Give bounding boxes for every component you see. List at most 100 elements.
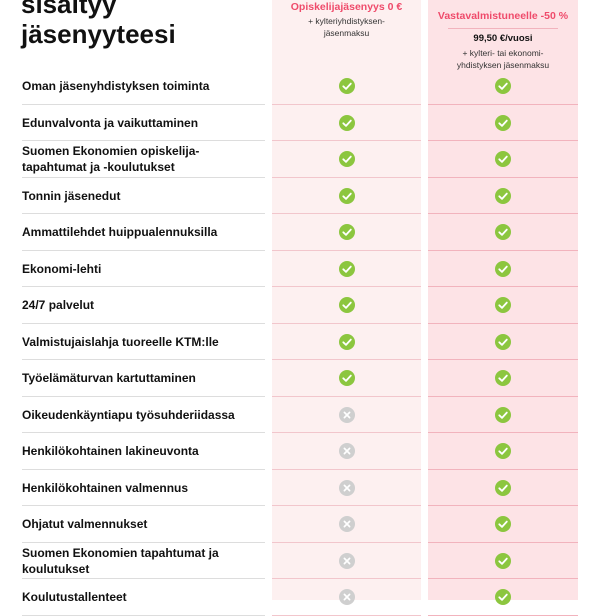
check-icon xyxy=(339,333,355,350)
row-divider xyxy=(428,432,578,433)
benefit-label: Ekonomi-lehti xyxy=(22,261,102,276)
benefit-row: Ammattilehdet huippualennuksilla xyxy=(0,214,600,251)
graduate-plan-divider xyxy=(448,28,558,29)
benefit-row: Edunvalvonta ja vaikuttaminen xyxy=(0,105,600,141)
row-divider xyxy=(272,286,421,287)
benefit-label: 24/7 palvelut xyxy=(22,298,95,313)
row-divider xyxy=(428,578,578,579)
check-icon xyxy=(495,370,511,387)
benefit-row: Tonnin jäsenedut xyxy=(0,178,600,214)
benefit-label: Suomen Ekonomien tapahtumat ja koulutuks… xyxy=(22,545,219,576)
row-divider xyxy=(428,286,578,287)
benefit-label: Henkilökohtainen lakineuvonta xyxy=(22,444,199,459)
benefit-label: Henkilökohtainen valmennus xyxy=(22,480,189,495)
check-icon xyxy=(495,151,511,168)
row-divider xyxy=(272,176,421,178)
row-divider xyxy=(428,359,578,360)
page-title: sisältyy jäsenyyteesi xyxy=(21,0,176,49)
row-divider xyxy=(22,103,265,105)
check-icon xyxy=(339,187,355,204)
benefit-row: Koulutustallenteet xyxy=(0,579,600,616)
benefit-row: Oman jäsenyhdistyksen toiminta xyxy=(0,68,600,105)
row-divider xyxy=(22,359,265,360)
row-divider xyxy=(428,614,578,616)
row-divider xyxy=(428,103,578,105)
cross-icon xyxy=(339,479,355,496)
benefit-label: Oman jäsenyhdistyksen toiminta xyxy=(22,79,210,94)
student-plan-header: Opiskelijajäsenyys 0 € + kylteriyhdistyk… xyxy=(272,0,421,39)
benefit-label: Suomen Ekonomien opiskelija-tapahtumat j… xyxy=(22,144,200,175)
row-divider xyxy=(272,140,421,141)
benefit-row: Oikeudenkäyntiapu työsuhderiidassa xyxy=(0,397,600,433)
row-divider xyxy=(22,614,265,616)
row-divider xyxy=(22,578,265,579)
graduate-plan-note: + kylteri- tai ekonomi-yhdistyksen jäsen… xyxy=(456,48,550,70)
check-icon xyxy=(495,187,511,204)
cross-icon xyxy=(339,516,355,533)
benefit-label: Tonnin jäsenedut xyxy=(22,188,121,203)
row-divider xyxy=(272,432,421,433)
row-divider xyxy=(428,541,578,543)
row-divider xyxy=(22,541,265,543)
benefit-label: Oikeudenkäyntiapu työsuhderiidassa xyxy=(22,407,235,422)
check-icon xyxy=(495,443,511,460)
benefit-row: 24/7 palvelut xyxy=(0,287,600,324)
check-icon xyxy=(339,260,355,277)
row-divider xyxy=(272,213,421,214)
cross-icon xyxy=(339,589,355,606)
check-icon xyxy=(339,114,355,131)
row-divider xyxy=(22,176,265,178)
check-icon xyxy=(495,297,511,314)
row-divider xyxy=(272,359,421,360)
benefit-label: Edunvalvonta ja vaikuttaminen xyxy=(22,115,199,130)
row-divider xyxy=(428,140,578,141)
check-icon xyxy=(339,151,355,168)
benefits-table: Oman jäsenyhdistyksen toiminta Edunvalvon… xyxy=(0,68,600,616)
row-divider xyxy=(428,395,578,397)
check-icon xyxy=(495,552,511,569)
check-icon xyxy=(339,78,355,95)
benefit-label: Ohjatut valmennukset xyxy=(22,517,148,532)
page-title-line-1: sisältyy xyxy=(21,0,117,19)
row-divider xyxy=(428,468,578,470)
row-divider xyxy=(22,286,265,287)
cross-icon xyxy=(339,552,355,569)
row-divider xyxy=(428,249,578,251)
row-divider xyxy=(272,468,421,470)
check-icon xyxy=(495,479,511,496)
row-divider xyxy=(272,249,421,251)
row-divider xyxy=(22,395,265,397)
row-divider xyxy=(272,322,421,324)
row-divider xyxy=(22,140,265,141)
row-divider xyxy=(428,322,578,324)
check-icon xyxy=(495,224,511,241)
benefit-row: Suomen Ekonomien tapahtumat ja koulutuks… xyxy=(0,543,600,579)
row-divider xyxy=(272,103,421,105)
benefit-row: Työelämäturvan kartuttaminen xyxy=(0,360,600,397)
check-icon xyxy=(495,114,511,131)
row-divider xyxy=(22,213,265,214)
row-divider xyxy=(272,395,421,397)
benefit-row: Henkilökohtainen valmennus xyxy=(0,470,600,506)
benefit-label: Työelämäturvan kartuttaminen xyxy=(22,371,196,386)
check-icon xyxy=(495,333,511,350)
check-icon xyxy=(495,78,511,95)
check-icon xyxy=(339,370,355,387)
row-divider xyxy=(272,505,421,506)
graduate-plan-price: 99,50 €/vuosi xyxy=(473,33,533,44)
check-icon xyxy=(495,516,511,533)
row-divider xyxy=(272,541,421,543)
row-divider xyxy=(428,505,578,506)
row-divider xyxy=(22,468,265,470)
check-icon xyxy=(339,224,355,241)
benefit-row: Henkilökohtainen lakineuvonta xyxy=(0,433,600,470)
benefit-row: Suomen Ekonomien opiskelija-tapahtumat j… xyxy=(0,141,600,178)
benefit-label: Ammattilehdet huippualennuksilla xyxy=(22,225,218,240)
benefit-row: Ohjatut valmennukset xyxy=(0,506,600,543)
graduate-plan-header: Vastavalmistuneelle -50 % 99,50 €/vuosi … xyxy=(428,0,578,71)
row-divider xyxy=(428,213,578,214)
row-divider xyxy=(22,432,265,433)
student-plan-note: + kylteriyhdistyksen-jäsenmaksu xyxy=(308,16,385,38)
benefit-row: Ekonomi-lehti xyxy=(0,251,600,287)
check-icon xyxy=(495,406,511,423)
